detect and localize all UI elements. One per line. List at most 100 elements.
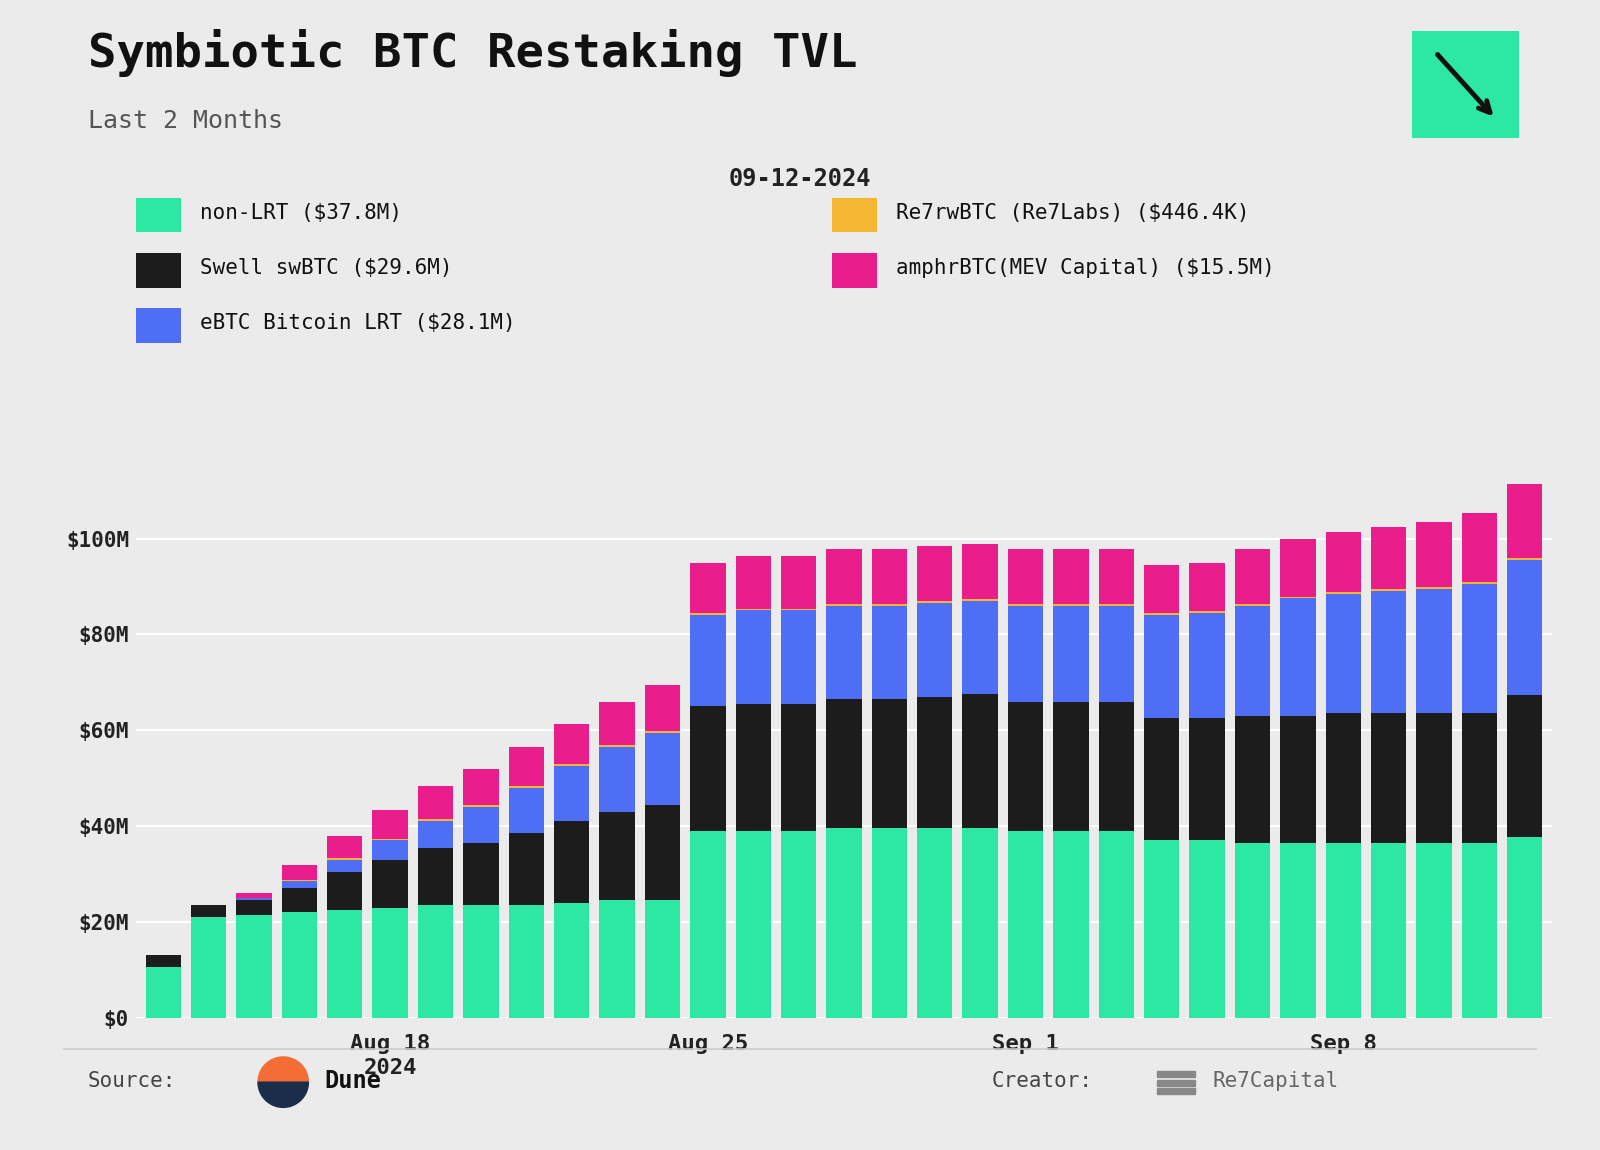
Bar bbox=[509, 748, 544, 785]
Bar bbox=[645, 805, 680, 900]
Bar bbox=[1144, 841, 1179, 1018]
Bar bbox=[418, 848, 453, 905]
Bar bbox=[464, 807, 499, 843]
Bar bbox=[282, 888, 317, 912]
Bar bbox=[237, 900, 272, 914]
Text: Source:: Source: bbox=[88, 1071, 176, 1091]
Bar bbox=[326, 872, 363, 910]
Bar bbox=[326, 858, 363, 860]
Bar bbox=[464, 805, 499, 807]
Bar bbox=[554, 821, 589, 903]
Bar bbox=[1371, 843, 1406, 1018]
Bar bbox=[237, 894, 272, 898]
Bar bbox=[464, 905, 499, 1018]
Bar bbox=[1507, 560, 1542, 695]
Bar bbox=[736, 611, 771, 704]
Bar bbox=[872, 604, 907, 606]
Bar bbox=[1507, 695, 1542, 837]
Bar bbox=[600, 702, 635, 745]
Bar bbox=[373, 810, 408, 838]
Bar bbox=[554, 766, 589, 821]
Bar bbox=[781, 608, 816, 611]
Bar bbox=[690, 615, 725, 706]
Bar bbox=[917, 546, 952, 601]
Bar bbox=[1507, 484, 1542, 558]
Bar bbox=[963, 599, 998, 600]
Bar bbox=[1053, 604, 1088, 606]
Bar bbox=[736, 608, 771, 611]
Text: Swell swBTC ($29.6M): Swell swBTC ($29.6M) bbox=[200, 258, 453, 278]
Bar bbox=[963, 695, 998, 828]
Bar bbox=[1099, 830, 1134, 1018]
Bar bbox=[1416, 522, 1451, 586]
Text: non-LRT ($37.8M): non-LRT ($37.8M) bbox=[200, 202, 402, 223]
Bar bbox=[1325, 593, 1362, 713]
Bar bbox=[1235, 843, 1270, 1018]
Bar bbox=[1507, 558, 1542, 560]
Bar bbox=[1189, 841, 1224, 1018]
Bar bbox=[282, 865, 317, 880]
Bar bbox=[1325, 713, 1362, 843]
Bar bbox=[1099, 604, 1134, 606]
Bar bbox=[554, 903, 589, 1018]
Bar bbox=[1280, 715, 1315, 843]
Bar bbox=[237, 914, 272, 1018]
Polygon shape bbox=[258, 1057, 309, 1082]
Bar bbox=[872, 549, 907, 604]
Bar bbox=[645, 685, 680, 730]
Bar bbox=[736, 555, 771, 608]
Bar bbox=[963, 600, 998, 695]
Bar bbox=[1099, 606, 1134, 702]
Bar bbox=[146, 967, 181, 1018]
Bar bbox=[690, 613, 725, 615]
Bar bbox=[781, 611, 816, 704]
Bar bbox=[1462, 582, 1498, 584]
Bar bbox=[1462, 513, 1498, 582]
Bar bbox=[190, 905, 226, 918]
Bar bbox=[1157, 1071, 1195, 1076]
Text: eBTC Bitcoin LRT ($28.1M): eBTC Bitcoin LRT ($28.1M) bbox=[200, 313, 515, 333]
Bar bbox=[645, 733, 680, 805]
Bar bbox=[690, 706, 725, 830]
FancyBboxPatch shape bbox=[1406, 24, 1525, 145]
Bar bbox=[326, 836, 363, 858]
Text: Creator:: Creator: bbox=[992, 1071, 1093, 1091]
Bar bbox=[826, 828, 862, 1018]
Bar bbox=[917, 601, 952, 604]
Text: Last 2 Months: Last 2 Months bbox=[88, 109, 283, 133]
Bar bbox=[1371, 713, 1406, 843]
Bar bbox=[554, 723, 589, 765]
Bar bbox=[1325, 843, 1362, 1018]
Bar bbox=[1144, 719, 1179, 841]
Bar bbox=[1099, 702, 1134, 830]
Bar bbox=[1008, 830, 1043, 1018]
Bar bbox=[781, 555, 816, 608]
Bar bbox=[963, 544, 998, 599]
Bar bbox=[917, 604, 952, 697]
Bar bbox=[690, 564, 725, 613]
Bar bbox=[1371, 527, 1406, 589]
Bar bbox=[418, 819, 453, 821]
Text: Re7Capital: Re7Capital bbox=[1213, 1071, 1339, 1091]
Bar bbox=[826, 606, 862, 699]
Bar bbox=[1462, 713, 1498, 843]
Bar bbox=[963, 828, 998, 1018]
Bar bbox=[1157, 1088, 1195, 1095]
Bar bbox=[418, 905, 453, 1018]
Bar bbox=[1008, 549, 1043, 604]
Bar bbox=[600, 745, 635, 748]
Bar bbox=[1144, 615, 1179, 719]
Bar bbox=[781, 704, 816, 830]
Text: Dune: Dune bbox=[325, 1070, 382, 1092]
Bar bbox=[1371, 591, 1406, 713]
Bar bbox=[146, 956, 181, 967]
Bar bbox=[872, 828, 907, 1018]
Bar bbox=[1144, 613, 1179, 615]
Bar bbox=[736, 704, 771, 830]
Bar bbox=[1235, 606, 1270, 715]
Bar bbox=[373, 838, 408, 841]
Bar bbox=[282, 881, 317, 888]
Bar bbox=[326, 859, 363, 872]
Text: 09-12-2024: 09-12-2024 bbox=[728, 167, 872, 191]
Bar bbox=[282, 880, 317, 881]
